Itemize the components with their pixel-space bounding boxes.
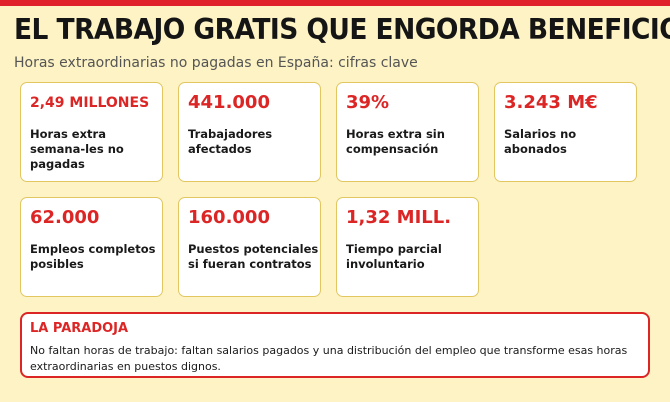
top-accent-bar — [0, 0, 670, 6]
stat-card-affected-workers: 441.000 Trabajadores afectados — [178, 82, 321, 182]
paradox-title: LA PARADOJA — [30, 321, 129, 336]
stat-card-involuntary-part-time: 1,32 MILL. Tiempo parcial involuntario — [336, 197, 479, 297]
stat-label: Puestos potenciales si fueran contratos — [188, 242, 319, 271]
stat-value: 441.000 — [188, 92, 270, 113]
stat-value: 62.000 — [30, 207, 100, 228]
stat-card-unpaid-wages: 3.243 M€ Salarios no abonados — [494, 82, 637, 182]
stat-label: Horas extra semana-les no pagadas — [30, 127, 124, 171]
stat-label: Tiempo parcial involuntario — [346, 242, 442, 271]
page-title: EL TRABAJO GRATIS QUE ENGORDA BENEFICIOS — [14, 13, 670, 46]
paradox-text: No faltan horas de trabajo: faltan salar… — [30, 344, 628, 373]
stat-value: 3.243 M€ — [504, 92, 598, 113]
stat-card-uncompensated: 39% Horas extra sin compensación — [336, 82, 479, 182]
page-subtitle: Horas extraordinarias no pagadas en Espa… — [14, 55, 418, 71]
stat-label: Empleos completos posibles — [30, 242, 156, 271]
stat-label: Salarios no abonados — [504, 127, 577, 156]
paradox-box: LA PARADOJA No faltan horas de trabajo: … — [20, 312, 650, 378]
stat-value: 2,49 MILLONES — [30, 95, 150, 111]
stat-label: Horas extra sin compensación — [346, 127, 445, 156]
stat-value: 1,32 MILL. — [346, 207, 452, 228]
stat-value: 160.000 — [188, 207, 270, 228]
stat-card-full-jobs: 62.000 Empleos completos posibles — [20, 197, 163, 297]
stat-value: 39% — [346, 92, 390, 113]
stat-card-potential-positions: 160.000 Puestos potenciales si fueran co… — [178, 197, 321, 297]
stat-card-unpaid-hours: 2,49 MILLONES Horas extra semana-les no … — [20, 82, 163, 182]
stat-label: Trabajadores afectados — [188, 127, 273, 156]
